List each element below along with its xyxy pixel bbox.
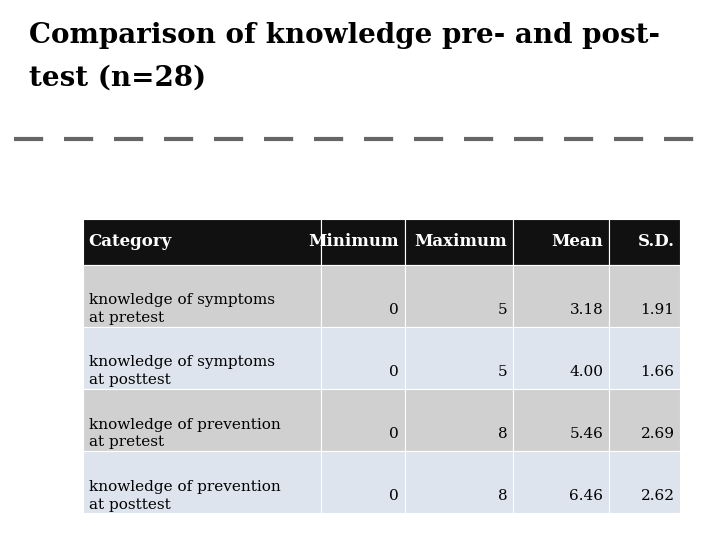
Bar bbox=[83, 389, 321, 451]
Bar bbox=[405, 389, 513, 451]
Bar bbox=[321, 389, 405, 451]
Bar bbox=[609, 451, 680, 513]
Text: Minimum: Minimum bbox=[308, 233, 399, 250]
Text: 1.91: 1.91 bbox=[641, 303, 675, 317]
Bar bbox=[321, 327, 405, 389]
Text: 5: 5 bbox=[498, 303, 508, 317]
Text: 5: 5 bbox=[498, 365, 508, 379]
Text: Maximum: Maximum bbox=[415, 233, 508, 250]
Text: knowledge of symptoms
at posttest: knowledge of symptoms at posttest bbox=[89, 355, 274, 387]
Bar bbox=[83, 219, 321, 265]
Bar bbox=[405, 219, 513, 265]
Text: 0: 0 bbox=[390, 303, 399, 317]
Text: Comparison of knowledge pre- and post-: Comparison of knowledge pre- and post- bbox=[29, 22, 660, 49]
Text: test (n=28): test (n=28) bbox=[29, 65, 206, 92]
Text: 0: 0 bbox=[390, 489, 399, 503]
Text: S.D.: S.D. bbox=[638, 233, 675, 250]
Text: 8: 8 bbox=[498, 427, 508, 441]
Bar bbox=[513, 389, 609, 451]
Text: 4.00: 4.00 bbox=[570, 365, 603, 379]
Bar bbox=[405, 451, 513, 513]
Text: 3.18: 3.18 bbox=[570, 303, 603, 317]
Bar bbox=[513, 327, 609, 389]
Bar bbox=[609, 327, 680, 389]
Bar bbox=[513, 219, 609, 265]
Text: 1.66: 1.66 bbox=[641, 365, 675, 379]
Text: knowledge of prevention
at posttest: knowledge of prevention at posttest bbox=[89, 480, 280, 511]
Text: 0: 0 bbox=[390, 365, 399, 379]
Text: 6.46: 6.46 bbox=[570, 489, 603, 503]
Text: 8: 8 bbox=[498, 489, 508, 503]
Bar bbox=[609, 219, 680, 265]
Bar bbox=[321, 451, 405, 513]
Text: knowledge of symptoms
at pretest: knowledge of symptoms at pretest bbox=[89, 293, 274, 325]
Text: 0: 0 bbox=[390, 427, 399, 441]
Text: knowledge of prevention
at pretest: knowledge of prevention at pretest bbox=[89, 417, 280, 449]
Bar bbox=[405, 327, 513, 389]
Text: 5.46: 5.46 bbox=[570, 427, 603, 441]
Text: 2.69: 2.69 bbox=[641, 427, 675, 441]
Text: 2.62: 2.62 bbox=[641, 489, 675, 503]
Bar bbox=[321, 265, 405, 327]
Bar bbox=[83, 265, 321, 327]
Text: Category: Category bbox=[89, 233, 172, 250]
Text: Mean: Mean bbox=[552, 233, 603, 250]
Bar bbox=[321, 219, 405, 265]
Bar bbox=[513, 265, 609, 327]
Bar bbox=[609, 265, 680, 327]
Bar bbox=[83, 327, 321, 389]
Bar bbox=[83, 451, 321, 513]
Bar bbox=[513, 451, 609, 513]
Bar bbox=[405, 265, 513, 327]
Bar bbox=[609, 389, 680, 451]
